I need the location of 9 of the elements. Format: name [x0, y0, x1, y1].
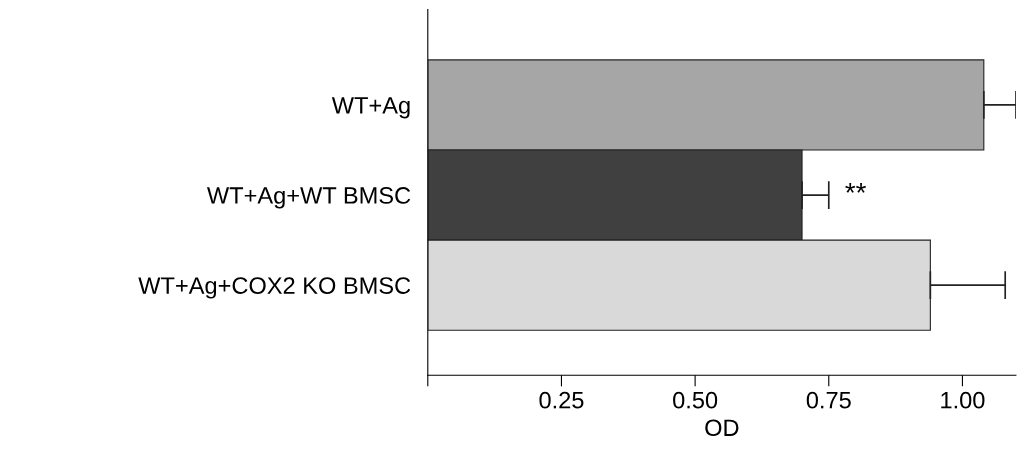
- y-tick-label: WT+Ag: [331, 97, 410, 119]
- y-tick-label: WT+Ag+WT BMSC: [207, 187, 411, 209]
- x-axis-title: OD: [705, 419, 739, 437]
- annotation: **: [845, 183, 866, 193]
- x-tick-label: 1.00: [941, 391, 985, 409]
- x-tick-label: 0.75: [806, 391, 851, 409]
- x-tick-label: 0.50: [673, 391, 718, 409]
- x-tick-label: 0.25: [539, 391, 584, 409]
- y-tick-label: WT+Ag+COX2 KO BMSC: [138, 277, 411, 299]
